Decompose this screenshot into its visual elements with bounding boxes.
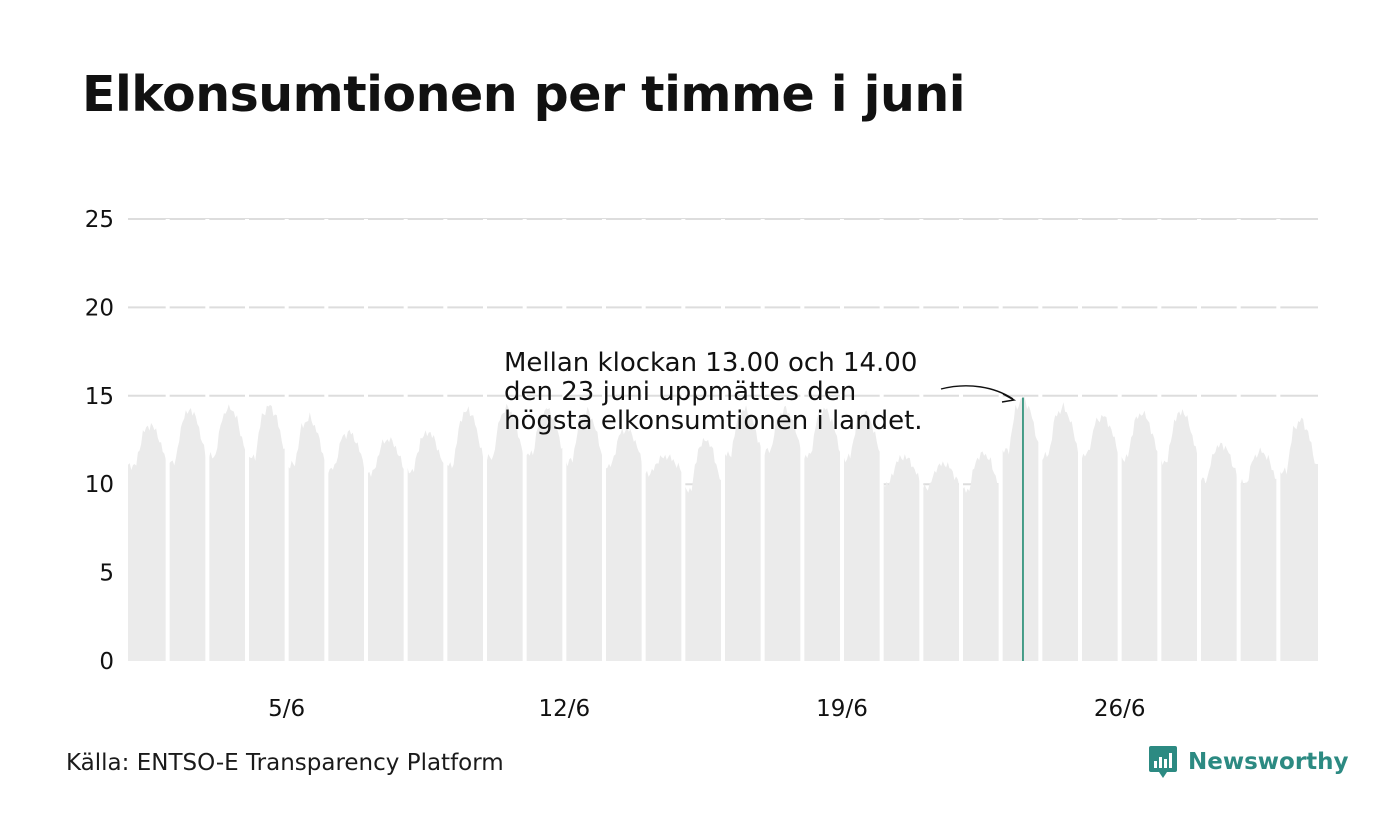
annotation-arrow-head bbox=[1001, 393, 1017, 403]
annotation-line-2: den 23 juni uppmättes den bbox=[504, 377, 856, 407]
brand-logo[interactable]: Newsworthy bbox=[1148, 744, 1349, 780]
y-tick-label: 0 bbox=[99, 649, 114, 675]
peak-annotation: Mellan klockan 13.00 och 14.00 den 23 ju… bbox=[504, 348, 1017, 436]
chart-title: Elkonsumtionen per timme i juni bbox=[82, 66, 966, 123]
x-tick-label: 5/6 bbox=[268, 696, 305, 722]
x-tick-label: 19/6 bbox=[816, 696, 868, 722]
brand-name: Newsworthy bbox=[1188, 749, 1349, 775]
y-tick-label: 20 bbox=[85, 295, 114, 321]
bar-chart-speech-bubble-icon bbox=[1149, 746, 1177, 778]
y-tick-label: 5 bbox=[99, 561, 114, 587]
x-axis-ticks: 5/6 12/6 19/6 26/6 bbox=[268, 696, 1145, 722]
y-tick-label: 25 bbox=[85, 207, 114, 233]
annotation-line-1: Mellan klockan 13.00 och 14.00 bbox=[504, 348, 917, 378]
x-tick-label: 12/6 bbox=[539, 696, 591, 722]
annotation-line-3: högsta elkonsumtionen i landet. bbox=[504, 406, 923, 436]
day-separators bbox=[165, 219, 1281, 661]
y-axis-ticks: 0 5 10 15 20 25 bbox=[85, 207, 114, 675]
y-tick-label: 10 bbox=[85, 472, 114, 498]
x-tick-label: 26/6 bbox=[1094, 696, 1146, 722]
y-tick-label: 15 bbox=[85, 384, 114, 410]
source-note: Källa: ENTSO-E Transparency Platform bbox=[66, 750, 504, 776]
